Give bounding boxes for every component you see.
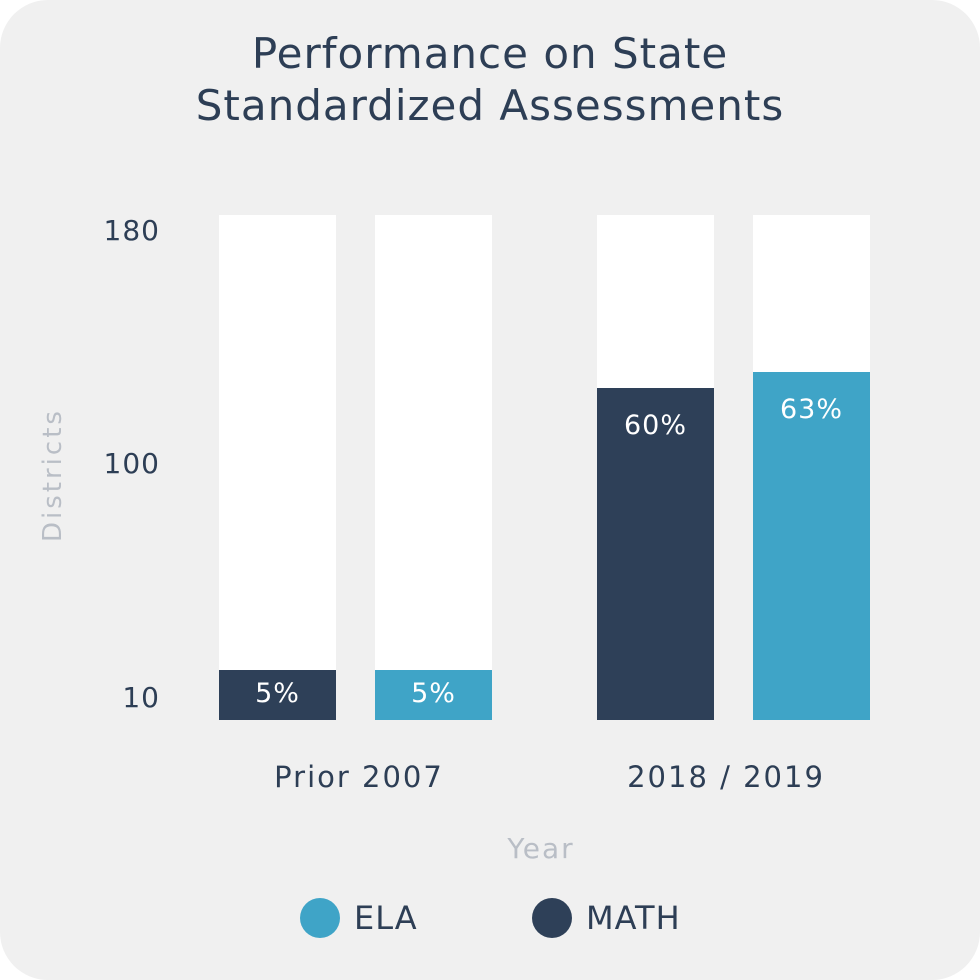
bar-track: 60% [597, 215, 714, 720]
title-line-2: Standardized Assessments [195, 81, 785, 130]
bar-math: 5% [219, 670, 336, 720]
legend-math-swatch [532, 898, 572, 938]
chart-title: Performance on State Standardized Assess… [0, 28, 980, 132]
y-axis-label: Districts [38, 408, 68, 542]
bar-math: 60% [597, 388, 714, 720]
y-tick-label: 180 [103, 214, 160, 247]
title-line-1: Performance on State [251, 29, 729, 78]
x-category-label: Prior 2007 [274, 760, 444, 794]
legend-math-label: MATH [586, 899, 681, 937]
bar-value-label: 5% [411, 678, 456, 710]
bar-value-label: 5% [255, 678, 300, 710]
bar-track: 5% [375, 215, 492, 720]
y-tick-label: 10 [122, 681, 160, 714]
bar-ela: 63% [753, 371, 870, 720]
bar-track: 5% [219, 215, 336, 720]
bar-track: 63% [753, 215, 870, 720]
x-category-label: 2018 / 2019 [627, 760, 825, 794]
bar-ela: 5% [375, 670, 492, 720]
legend-ela-label: ELA [354, 899, 418, 937]
legend-ela-swatch [300, 898, 340, 938]
bar-value-label: 63% [779, 393, 843, 425]
y-tick-label: 100 [103, 447, 160, 480]
x-axis-label: Year [507, 832, 575, 865]
bar-value-label: 60% [623, 410, 687, 442]
